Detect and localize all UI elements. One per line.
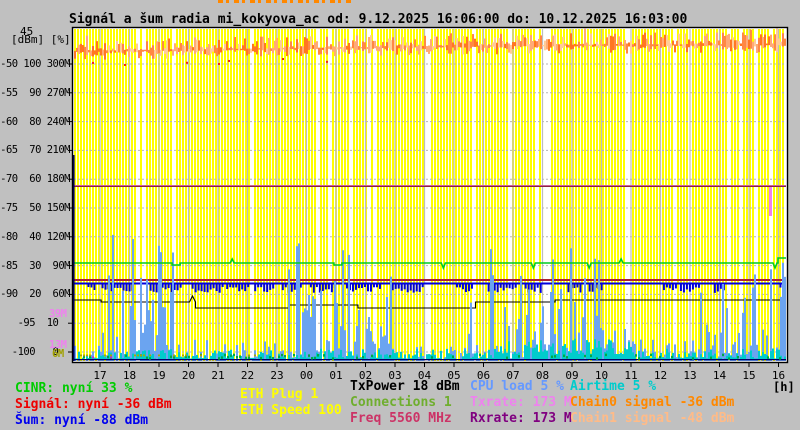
x-axis-hour-label: 09 [565, 369, 579, 382]
y-axis-row-label: -90 20 60M [0, 288, 70, 301]
rate-marker-label: 6M [52, 348, 64, 360]
y-axis-row-label: -95 10 [11, 317, 70, 330]
legend-rxrate: Rxrate: 173 M [470, 411, 572, 426]
x-axis-hour-label: 15 [742, 369, 756, 382]
rate-marker-label: 39M [49, 308, 67, 320]
x-axis-hour-label: 08 [535, 369, 550, 382]
y-axis-row-label: -65 70 210M [0, 144, 70, 157]
x-axis-hour-label: 23 [270, 369, 284, 382]
legend-eth-plug: ETH Plug 1 [240, 387, 319, 402]
legend-cpu-load: CPU load 5 % [470, 379, 564, 394]
legend-connections: Connections 1 [350, 395, 452, 410]
x-axis-hour-label: 14 [712, 369, 727, 382]
x-axis-hour-label: 07 [506, 369, 520, 382]
y-axis-row-label: -55 90 270M [0, 86, 70, 99]
y-axis-row-label: -60 80 240M [0, 115, 70, 128]
legend-noise: Šum: nyní -88 dBm [15, 413, 149, 428]
legend-eth-speed: ETH Speed 100 [240, 403, 342, 418]
x-axis-hour-label: 02 [358, 369, 373, 382]
legend-freq: Freq 5560 MHz [350, 411, 452, 426]
legend-txrate: Txrate: 173 M [470, 395, 572, 410]
legend-chain1-signal: Chain1 signal -48 dBm [570, 411, 735, 426]
y-axis-row-label: -80 40 120M [0, 230, 70, 243]
x-axis-hour-label: 22 [240, 369, 255, 382]
y-axis-row-label: -50 100 300M [0, 58, 70, 70]
x-axis-hour-label: 21 [211, 369, 225, 382]
x-axis-hour-label: 06 [476, 369, 491, 382]
y-axis-corner-label: 45 [20, 25, 34, 38]
y-axis-row-label: -75 50 150M [0, 202, 70, 214]
x-axis-hour-label: 12 [653, 369, 668, 382]
y-axis-row-label: -70 60 180M [0, 173, 70, 186]
x-axis-unit-label: [h] [773, 380, 795, 394]
legend-airtime: Airtime 5 % [570, 379, 657, 394]
x-axis-hour-label: 17 [93, 369, 107, 382]
x-axis-hour-label: 20 [181, 369, 196, 382]
y-axis-row-label: -100 0 [11, 346, 70, 358]
x-axis-hour-label: 13 [683, 369, 697, 382]
x-axis-hour-label: 18 [122, 369, 137, 382]
x-axis-hour-label: 03 [388, 369, 402, 382]
legend-cinr: CINR: nyní 33 % [15, 381, 133, 396]
x-axis-hour-label: 01 [329, 369, 343, 382]
x-axis-hour-label: 00 [299, 369, 314, 382]
x-axis-hour-label: 05 [447, 369, 461, 382]
graph-title: Signál a šum radia mi_kokyova_ac od: 9.1… [69, 12, 688, 27]
clipped-top-text-fragment [218, 0, 352, 3]
y-axis-row-label: -85 30 90M [0, 259, 70, 272]
legend-signal: Signál: nyní -36 dBm [15, 397, 172, 412]
legend-txpower: TxPower 18 dBm [350, 379, 460, 394]
x-axis-hour-label: 10 [594, 369, 609, 382]
x-axis-hour-label: 04 [417, 369, 432, 382]
x-axis-hour-label: 19 [152, 369, 166, 382]
x-axis-hour-label: 16 [771, 369, 786, 382]
rate-marker-label: 13M [49, 339, 67, 351]
y-axis-unit-label: [dBm] [%] [11, 33, 71, 46]
x-axis-hour-label: 11 [624, 369, 638, 382]
legend-chain0-signal: Chain0 signal -36 dBm [570, 395, 735, 410]
